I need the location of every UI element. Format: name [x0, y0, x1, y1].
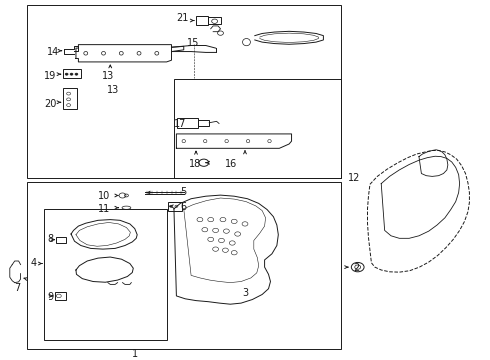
Circle shape: [65, 73, 68, 75]
Text: 4: 4: [30, 258, 37, 268]
Text: 20: 20: [44, 99, 56, 109]
Text: 15: 15: [187, 38, 200, 48]
Text: 5: 5: [180, 186, 186, 197]
Bar: [44, 209, 167, 340]
Text: 3: 3: [242, 288, 248, 298]
Bar: [168, 202, 182, 211]
Bar: [174, 79, 341, 178]
Text: 12: 12: [348, 173, 360, 183]
Circle shape: [75, 73, 78, 75]
Bar: [27, 182, 341, 349]
Text: 21: 21: [176, 13, 189, 23]
Bar: [55, 292, 66, 300]
Text: 6: 6: [180, 202, 186, 212]
Text: 17: 17: [174, 119, 186, 129]
Text: 11: 11: [98, 204, 110, 214]
Bar: [27, 5, 341, 178]
Bar: [56, 237, 66, 243]
Text: 13: 13: [107, 85, 119, 95]
Bar: [198, 120, 209, 126]
Text: 19: 19: [44, 71, 56, 81]
Bar: [196, 16, 208, 25]
Circle shape: [70, 73, 73, 75]
Text: 8: 8: [48, 234, 54, 244]
Text: 14: 14: [47, 47, 59, 57]
Text: 18: 18: [189, 159, 201, 169]
Text: 7: 7: [14, 283, 20, 293]
Text: 2: 2: [353, 263, 359, 273]
Bar: [177, 118, 198, 128]
Bar: [208, 17, 220, 24]
Text: 10: 10: [98, 191, 110, 201]
Bar: [63, 88, 77, 109]
Text: 9: 9: [48, 292, 54, 302]
Bar: [63, 69, 81, 78]
Text: 13: 13: [102, 71, 114, 81]
Text: 1: 1: [132, 348, 138, 359]
Text: 16: 16: [225, 159, 238, 169]
